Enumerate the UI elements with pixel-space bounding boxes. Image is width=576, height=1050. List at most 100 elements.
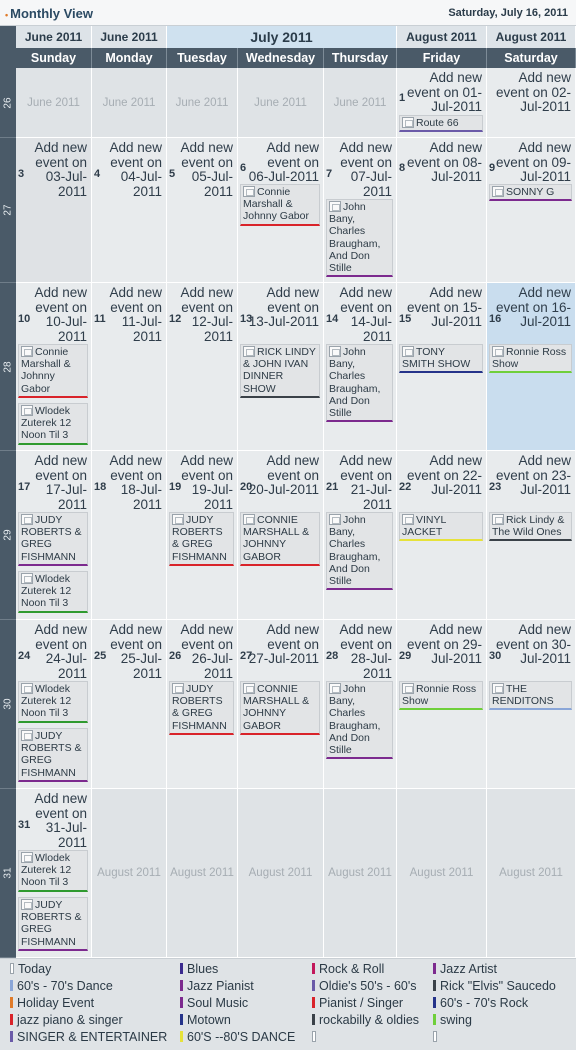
- day-number[interactable]: 24: [18, 650, 31, 662]
- day-cell[interactable]: Add new event on 30-Jul-2011 30 THE REND…: [487, 620, 576, 789]
- day-number[interactable]: 15: [399, 313, 412, 325]
- day-number[interactable]: 18: [94, 481, 107, 493]
- event-item[interactable]: JUDY ROBERTS & GREG FISHMANN: [18, 728, 88, 782]
- week-number[interactable]: 26: [0, 68, 16, 138]
- day-cell-other-month[interactable]: August 2011: [324, 789, 397, 958]
- event-item[interactable]: CONNIE MARSHALL & JOHNNY GABOR: [240, 681, 320, 735]
- day-number[interactable]: 26: [169, 650, 182, 662]
- day-cell[interactable]: Add new event on 18-Jul-2011 18: [92, 451, 167, 620]
- add-event-link[interactable]: Add new event on 13-Jul-2011: [248, 285, 319, 330]
- day-cell[interactable]: Add new event on 13-Jul-2011 13 RICK LIN…: [238, 283, 324, 451]
- add-event-link[interactable]: Add new event on 21-Jul-2011: [339, 453, 392, 512]
- day-cell-other-month[interactable]: August 2011: [167, 789, 238, 958]
- day-number[interactable]: 23: [489, 481, 502, 493]
- day-cell[interactable]: Add new event on 23-Jul-2011 23 Rick Lin…: [487, 451, 576, 620]
- day-number[interactable]: 30: [489, 650, 502, 662]
- day-cell[interactable]: Add new event on 05-Jul-2011 5: [167, 138, 238, 283]
- event-item[interactable]: JUDY ROBERTS & GREG FISHMANN: [18, 512, 88, 566]
- day-number[interactable]: 10: [18, 313, 31, 325]
- add-event-link[interactable]: Add new event on 26-Jul-2011: [180, 622, 233, 681]
- day-cell[interactable]: Add new event on 02-Jul-2011: [487, 68, 576, 138]
- event-item[interactable]: Connie Marshall & Johnny Gabor: [240, 184, 320, 226]
- day-number[interactable]: 17: [18, 481, 31, 493]
- day-number[interactable]: 6: [240, 162, 247, 174]
- day-cell-other-month[interactable]: June 2011: [238, 68, 324, 138]
- event-item[interactable]: Wlodek Zuterek 12 Noon Til 3: [18, 850, 88, 892]
- add-event-link[interactable]: Add new event on 12-Jul-2011: [180, 285, 233, 344]
- add-event-link[interactable]: Add new event on 01-Jul-2011: [406, 70, 482, 115]
- add-event-link[interactable]: Add new event on 22-Jul-2011: [406, 453, 482, 498]
- add-event-link[interactable]: Add new event on 23-Jul-2011: [495, 453, 571, 498]
- day-cell[interactable]: Add new event on 06-Jul-2011 6 Connie Ma…: [238, 138, 324, 283]
- add-event-link[interactable]: Add new event on 28-Jul-2011: [339, 622, 392, 681]
- day-cell[interactable]: Add new event on 03-Jul-2011 3: [16, 138, 92, 283]
- add-event-link[interactable]: Add new event on 20-Jul-2011: [248, 453, 319, 498]
- day-cell[interactable]: Add new event on 31-Jul-2011 31 Wlodek Z…: [16, 789, 92, 958]
- day-cell-other-month[interactable]: August 2011: [397, 789, 487, 958]
- add-event-link[interactable]: Add new event on 29-Jul-2011: [406, 622, 482, 667]
- day-number[interactable]: 7: [326, 168, 333, 180]
- day-cell-other-month[interactable]: August 2011: [92, 789, 167, 958]
- add-event-link[interactable]: Add new event on 31-Jul-2011: [34, 791, 87, 850]
- add-event-link[interactable]: Add new event on 11-Jul-2011: [109, 285, 162, 344]
- day-number[interactable]: 27: [240, 650, 253, 662]
- day-number[interactable]: 11: [94, 313, 106, 325]
- day-cell[interactable]: Add new event on 15-Jul-2011 15 TONY SMI…: [397, 283, 487, 451]
- day-cell[interactable]: Add new event on 24-Jul-2011 24 Wlodek Z…: [16, 620, 92, 789]
- event-item[interactable]: Wlodek Zuterek 12 Noon Til 3: [18, 403, 88, 445]
- day-number[interactable]: 5: [169, 168, 176, 180]
- event-item[interactable]: JUDY ROBERTS & GREG FISHMANN: [18, 897, 88, 951]
- add-event-link[interactable]: Add new event on 10-Jul-2011: [34, 285, 87, 344]
- add-event-link[interactable]: Add new event on 14-Jul-2011: [339, 285, 392, 344]
- day-cell-other-month[interactable]: August 2011: [238, 789, 324, 958]
- day-cell[interactable]: Add new event on 08-Jul-2011 8: [397, 138, 487, 283]
- event-item[interactable]: JUDY ROBERTS & GREG FISHMANN: [169, 681, 234, 735]
- add-event-link[interactable]: Add new event on 08-Jul-2011: [406, 140, 482, 185]
- week-number[interactable]: 29: [0, 451, 16, 620]
- add-event-link[interactable]: Add new event on 04-Jul-2011: [109, 140, 162, 199]
- event-item[interactable]: JUDY ROBERTS & GREG FISHMANN: [169, 512, 234, 566]
- day-cell[interactable]: Add new event on 25-Jul-2011 25: [92, 620, 167, 789]
- day-cell[interactable]: Add new event on 27-Jul-2011 27 CONNIE M…: [238, 620, 324, 789]
- day-number[interactable]: 4: [94, 168, 101, 180]
- day-number[interactable]: 20: [240, 481, 253, 493]
- event-item[interactable]: Connie Marshall & Johnny Gabor: [18, 344, 88, 398]
- event-item[interactable]: SONNY G: [489, 184, 572, 202]
- add-event-link[interactable]: Add new event on 18-Jul-2011: [109, 453, 162, 512]
- day-cell[interactable]: Add new event on 28-Jul-2011 28 John Ban…: [324, 620, 397, 789]
- add-event-link[interactable]: Add new event on 15-Jul-2011: [406, 285, 482, 330]
- add-event-link[interactable]: Add new event on 09-Jul-2011: [495, 140, 571, 185]
- day-cell[interactable]: Add new event on 10-Jul-2011 10 Connie M…: [16, 283, 92, 451]
- add-event-link[interactable]: Add new event on 07-Jul-2011: [339, 140, 392, 199]
- day-number[interactable]: 25: [94, 650, 107, 662]
- event-item[interactable]: RICK LINDY & JOHN IVAN DINNER SHOW: [240, 344, 320, 398]
- add-event-link[interactable]: Add new event on 19-Jul-2011: [180, 453, 233, 512]
- day-number[interactable]: 28: [326, 650, 339, 662]
- week-number[interactable]: 27: [0, 138, 16, 283]
- day-cell-today[interactable]: Add new event on 16-Jul-2011 16 Ronnie R…: [487, 283, 576, 451]
- add-event-link[interactable]: Add new event on 05-Jul-2011: [180, 140, 233, 199]
- day-cell[interactable]: Add new event on 17-Jul-2011 17 JUDY ROB…: [16, 451, 92, 620]
- event-item[interactable]: Ronnie Ross Show: [399, 681, 483, 711]
- add-event-link[interactable]: Add new event on 06-Jul-2011: [248, 140, 319, 185]
- event-item[interactable]: CONNIE MARSHALL & JOHNNY GABOR: [240, 512, 320, 566]
- day-number[interactable]: 29: [399, 650, 412, 662]
- event-item[interactable]: Wlodek Zuterek 12 Noon Til 3: [18, 571, 88, 613]
- week-number[interactable]: 28: [0, 283, 16, 451]
- day-cell[interactable]: Add new event on 14-Jul-2011 14 John Ban…: [324, 283, 397, 451]
- event-item[interactable]: Ronnie Ross Show: [489, 344, 572, 374]
- day-number[interactable]: 22: [399, 481, 412, 493]
- add-event-link[interactable]: Add new event on 02-Jul-2011: [495, 70, 571, 115]
- add-event-link[interactable]: Add new event on 16-Jul-2011: [495, 285, 571, 330]
- day-cell[interactable]: Add new event on 21-Jul-2011 21 John Ban…: [324, 451, 397, 620]
- day-cell[interactable]: Add new event on 19-Jul-2011 19 JUDY ROB…: [167, 451, 238, 620]
- day-number[interactable]: 1: [399, 92, 406, 104]
- day-cell[interactable]: Add new event on 01-Jul-2011 1 Route 66: [397, 68, 487, 138]
- day-cell[interactable]: Add new event on 11-Jul-2011 11: [92, 283, 167, 451]
- week-number[interactable]: 31: [0, 789, 16, 958]
- day-cell-other-month[interactable]: June 2011: [167, 68, 238, 138]
- day-cell[interactable]: Add new event on 09-Jul-2011 9 SONNY G: [487, 138, 576, 283]
- add-event-link[interactable]: Add new event on 25-Jul-2011: [109, 622, 162, 681]
- add-event-link[interactable]: Add new event on 24-Jul-2011: [34, 622, 87, 681]
- event-item[interactable]: John Bany, Charles Braugham, And Don Sti…: [326, 512, 393, 591]
